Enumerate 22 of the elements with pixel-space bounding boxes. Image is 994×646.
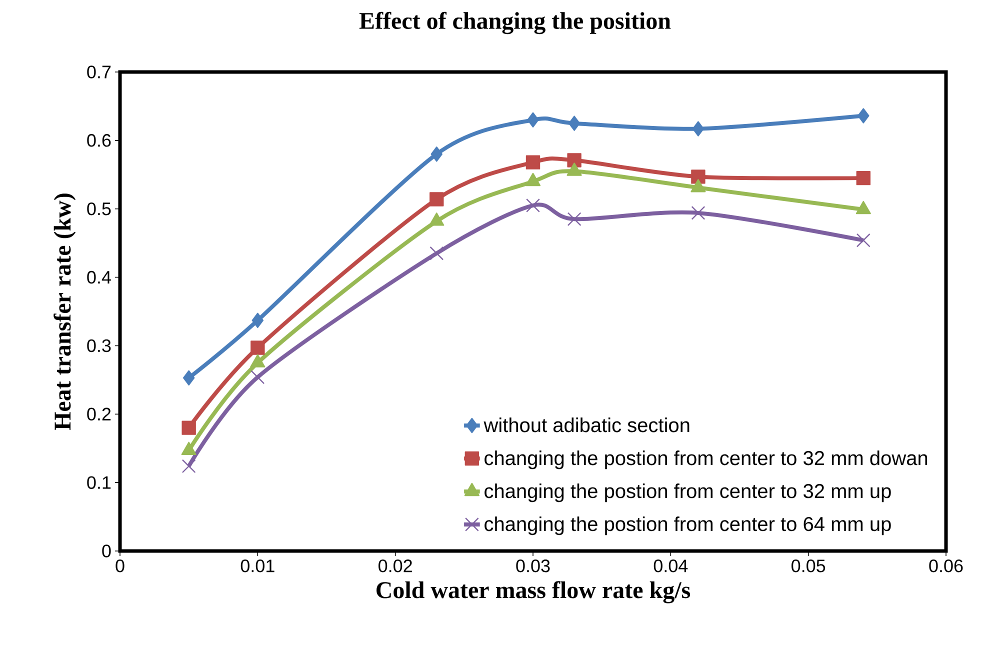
x-tick-label: 0 <box>116 560 124 572</box>
legend-label: changing the postion from center to 32 mm dowan <box>484 450 928 470</box>
x-tick-label: 0.01 <box>240 560 274 572</box>
x-tick-label: 0.06 <box>929 560 963 572</box>
x-tick-label: 0.03 <box>516 560 550 572</box>
y-tick-label: 0.4 <box>87 270 111 284</box>
x-tick-label: 0.04 <box>654 560 688 572</box>
chart-title: Effect of changing the position <box>359 12 671 34</box>
y-tick-label: 0.5 <box>87 202 111 216</box>
legend-label: changing the postion from center to 32 mm up <box>484 483 891 502</box>
y-tick-label: 0.6 <box>87 134 111 147</box>
y-tick-label: 0.3 <box>87 339 111 352</box>
y-tick-label: 0.2 <box>87 408 111 421</box>
y-axis-title: Heat transfer rate (kw) <box>54 194 76 430</box>
x-tick-label: 0.05 <box>792 560 826 572</box>
x-tick-label: 0.02 <box>378 560 412 572</box>
y-tick-label: 0 <box>102 544 111 558</box>
legend-label: changing the postion from center to 64 mm up <box>484 516 891 536</box>
y-tick-label: 0.7 <box>87 66 111 78</box>
y-tick-label: 0.1 <box>87 476 111 489</box>
x-axis-title: Cold water mass flow rate kg/s <box>376 581 690 604</box>
legend-label: without adibatic section <box>484 418 690 432</box>
